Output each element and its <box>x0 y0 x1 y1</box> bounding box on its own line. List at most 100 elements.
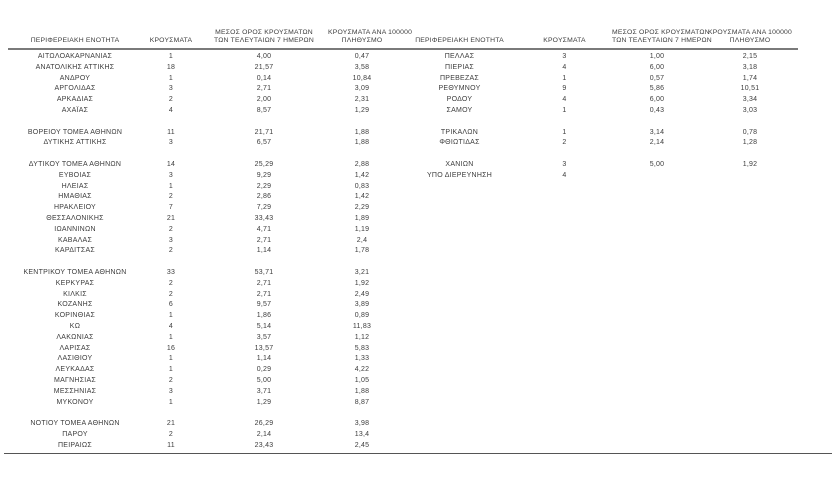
table-row: ΤΡΙΚΑΛΩΝ 1 3,14 0,78 <box>402 128 798 139</box>
cell-avg7: 21,57 <box>254 63 274 71</box>
header-avg7-line1: ΜΕΣΟΣ ΟΡΟΣ ΚΡΟΥΣΜΑΤΩΝ <box>612 28 710 36</box>
cell-region: ΥΠΟ ΔΙΕΡΕΥΝΗΣΗ <box>426 171 493 179</box>
table-row: ΑΙΤΩΛΟΑΚΑΡΝΑΝΙΑΣ 1 4,00 0,47 <box>8 52 396 63</box>
cell-cases: 2 <box>168 96 174 104</box>
cell-avg7: 1,86 <box>256 312 272 320</box>
header-per100k-line1: ΚΡΟΥΣΜΑΤΑ ΑΝΑ 100000 <box>328 28 413 36</box>
cell-region: ΡΕΘΥΜΝΟΥ <box>438 85 481 93</box>
cases-table-left: ΑΙΤΩΛΟΑΚΑΡΝΑΝΙΑΣ 1 4,00 0,47 ΑΝΑΤΟΛΙΚΗΣ ΑΤΤΙ… <box>8 52 396 451</box>
cell-avg7: 6,00 <box>649 63 665 71</box>
cell-cases: 21 <box>166 420 176 428</box>
cell-region: ΛΑΣΙΘΙΟΥ <box>57 355 93 363</box>
spacer-row <box>8 149 396 160</box>
cell-region: ΑΡΓΟΛΙΔΑΣ <box>54 85 96 93</box>
table-row: ΔΥΤΙΚΗΣ ΑΤΤΙΚΗΣ 3 6,57 1,88 <box>8 138 396 149</box>
cell-avg7: 2,14 <box>256 430 272 438</box>
cell-region: ΕΥΒΟΙΑΣ <box>58 171 92 179</box>
table-row: ΗΛΕΙΑΣ 1 2,29 0,83 <box>8 182 396 193</box>
table-row: ΕΥΒΟΙΑΣ 3 9,29 1,42 <box>8 171 396 182</box>
cell-per100k: 2,88 <box>354 160 370 168</box>
cell-avg7: 4,00 <box>256 53 272 60</box>
table-row: ΡΟΔΟΥ 4 6,00 3,34 <box>402 95 798 106</box>
cell-avg7: 0,57 <box>649 74 665 82</box>
cell-cases: 21 <box>166 214 176 222</box>
header-avg7-line2: ΤΩΝ ΤΕΛΕΥΤΑΙΩΝ 7 ΗΜΕΡΩΝ <box>612 36 712 44</box>
cell-avg7: 1,29 <box>256 398 272 406</box>
table-row: ΠΡΕΒΕΖΑΣ 1 0,57 1,74 <box>402 74 798 85</box>
cell-avg7: 0,29 <box>256 366 272 374</box>
cell-cases: 16 <box>166 344 176 352</box>
cell-region: ΚΩ <box>69 322 81 330</box>
cell-cases: 2 <box>562 139 567 147</box>
table-row: ΛΑΡΙΣΑΣ 16 13,57 5,83 <box>8 344 396 355</box>
cell-avg7: 1,00 <box>649 53 665 60</box>
header-region: ΠΕΡΙΦΕΡΕΙΑΚΗ ΕΝΟΤΗΤΑ <box>402 37 517 48</box>
table-row: ΜΥΚΟΝΟΥ 1 1,29 8,87 <box>8 398 396 409</box>
table-row: ΧΑΝΙΩΝ 3 5,00 1,92 <box>402 160 798 171</box>
cell-avg7: 2,71 <box>256 236 272 244</box>
cell-region: ΗΜΑΘΙΑΣ <box>58 193 92 201</box>
cell-region: ΑΧΑΪΑΣ <box>61 106 89 114</box>
cell-region: ΛΑΡΙΣΑΣ <box>59 344 91 352</box>
cell-avg7: 0,14 <box>256 74 272 82</box>
cell-per100k: 1,88 <box>354 139 370 147</box>
table-row: ΜΑΓΝΗΣΙΑΣ 2 5,00 1,05 <box>8 376 396 387</box>
header-avg7: ΜΕΣΟΣ ΟΡΟΣ ΚΡΟΥΣΜΑΤΩΝ ΤΩΝ ΤΕΛΕΥΤΑΙΩΝ 7 Η… <box>612 28 712 48</box>
cell-region: ΙΩΑΝΝΙΝΩΝ <box>54 225 96 233</box>
cell-cases: 6 <box>168 301 174 309</box>
cell-region: ΘΕΣΣΑΛΟΝΙΚΗΣ <box>46 214 104 222</box>
cell-avg7: 13,57 <box>254 344 274 352</box>
cell-cases: 1 <box>168 312 174 320</box>
cell-cases: 9 <box>562 85 567 93</box>
cases-table-right: ΠΕΛΛΑΣ 3 1,00 2,15 ΠΙΕΡΙΑΣ 4 6,00 3,18 ΠΡΕΒΕΖΑΣ 1… <box>402 52 798 182</box>
spacer-row <box>8 408 396 419</box>
cell-region: ΠΕΙΡΑΙΩΣ <box>58 441 92 449</box>
cell-region: ΚΑΡΔΙΤΣΑΣ <box>55 247 95 255</box>
cell-region: ΜΑΓΝΗΣΙΑΣ <box>54 376 96 384</box>
table-row: ΙΩΑΝΝΙΝΩΝ 2 4,71 1,19 <box>8 225 396 236</box>
header-cases-label: ΚΡΟΥΣΜΑΤΑ <box>543 36 586 44</box>
cell-region: ΝΟΤΙΟΥ ΤΟΜΕΑ ΑΘΗΝΩΝ <box>30 420 120 428</box>
cell-cases: 3 <box>168 85 174 93</box>
cell-avg7: 6,00 <box>649 96 665 104</box>
cell-region: ΑΝΑΤΟΛΙΚΗΣ ΑΤΤΙΚΗΣ <box>35 63 115 71</box>
cell-per100k: 1,28 <box>742 139 758 147</box>
table-row: ΘΕΣΣΑΛΟΝΙΚΗΣ 21 33,43 1,89 <box>8 214 396 225</box>
cell-cases: 1 <box>168 74 174 82</box>
table-row: ΜΕΣΣΗΝΙΑΣ 3 3,71 1,88 <box>8 387 396 398</box>
cell-region: ΠΡΕΒΕΖΑΣ <box>439 74 479 82</box>
cell-per100k: 2,45 <box>354 441 370 449</box>
cell-per100k: 0,78 <box>742 128 758 136</box>
cell-per100k: 13,4 <box>354 430 370 438</box>
cell-region: ΒΟΡΕΙΟΥ ΤΟΜΕΑ ΑΘΗΝΩΝ <box>27 128 123 136</box>
spacer-row <box>402 149 798 160</box>
cell-per100k: 1,05 <box>354 376 370 384</box>
cell-per100k: 2,15 <box>742 53 758 60</box>
cell-region: ΠΕΛΛΑΣ <box>444 53 475 60</box>
header-cases: ΚΡΟΥΣΜΑΤΑ <box>517 37 612 48</box>
cell-region: ΜΕΣΣΗΝΙΑΣ <box>53 387 97 395</box>
cell-avg7: 2,29 <box>256 182 272 190</box>
cell-avg7: 3,14 <box>649 128 665 136</box>
spacer-row <box>8 257 396 268</box>
cell-per100k: 11,83 <box>352 322 372 330</box>
table-bottom-rule <box>4 453 832 454</box>
cell-cases: 11 <box>167 441 175 449</box>
cell-region: ΛΑΚΩΝΙΑΣ <box>56 333 94 341</box>
cell-avg7: 2,71 <box>256 279 272 287</box>
header-cases-label: ΚΡΟΥΣΜΑΤΑ <box>149 36 193 44</box>
cell-avg7: 1,14 <box>256 247 272 255</box>
table-row: ΚΕΡΚΥΡΑΣ 2 2,71 1,92 <box>8 279 396 290</box>
cell-per100k: 1,42 <box>354 171 370 179</box>
table-row: ΔΥΤΙΚΟΥ ΤΟΜΕΑ ΑΘΗΝΩΝ 14 25,29 2,88 <box>8 160 396 171</box>
header-per100k: ΚΡΟΥΣΜΑΤΑ ΑΝΑ 100000 ΠΛΗΘΥΣΜΟ <box>328 28 413 48</box>
cell-per100k: 3,58 <box>354 63 370 71</box>
header-region-label: ΠΕΡΙΦΕΡΕΙΑΚΗ ΕΝΟΤΗΤΑ <box>30 36 120 44</box>
cell-per100k: 1,42 <box>354 193 370 201</box>
cell-per100k: 0,83 <box>354 182 370 190</box>
cell-region: ΠΙΕΡΙΑΣ <box>444 63 475 71</box>
table-row: ΠΕΛΛΑΣ 3 1,00 2,15 <box>402 52 798 63</box>
cell-cases: 2 <box>168 279 174 287</box>
cell-region: ΗΛΕΙΑΣ <box>61 182 89 190</box>
cell-per100k: 1,88 <box>354 387 370 395</box>
